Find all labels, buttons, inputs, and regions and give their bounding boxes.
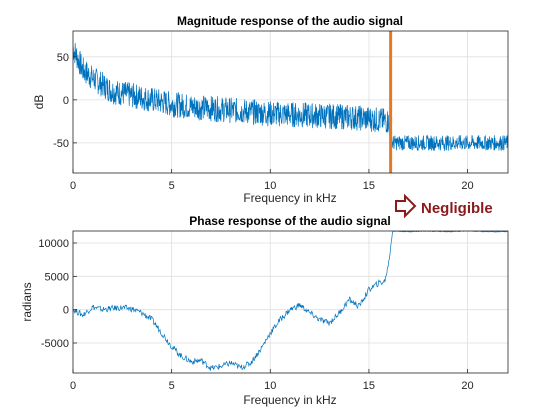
magnitude-x-label: Frequency in kHz: [243, 191, 336, 205]
y-tick-label: 0: [63, 95, 69, 107]
x-tick-label: 0: [70, 180, 76, 192]
x-tick-label: 15: [363, 180, 375, 192]
y-tick-label: 5000: [45, 271, 69, 283]
negligible-annotation: Negligible: [395, 193, 493, 219]
x-tick-label: 0: [70, 380, 76, 392]
x-tick-label: 5: [169, 180, 175, 192]
phase-x-label: Frequency in kHz: [243, 393, 336, 407]
y-tick-label: -50: [53, 138, 69, 150]
phase-plot-area: [73, 231, 508, 373]
phase-grid: [72, 231, 508, 373]
y-tick-label: 10000: [38, 238, 69, 250]
magnitude-axes-box: [72, 30, 509, 174]
x-tick-label: 20: [461, 380, 473, 392]
magnitude-series: [73, 43, 508, 152]
y-tick-label: -5000: [41, 338, 69, 350]
negligible-label: Negligible: [421, 200, 493, 217]
phase-y-label: radians: [20, 282, 34, 321]
magnitude-line: [73, 43, 508, 152]
x-tick-label: 5: [169, 380, 175, 392]
magnitude-y-ticks: -50 0 50: [53, 52, 77, 150]
x-tick-label: 10: [264, 380, 276, 392]
magnitude-x-ticks: 0 5 10 15 20: [70, 169, 474, 192]
phase-axes-box: [72, 230, 509, 374]
phase-title: Phase response of the audio signal: [189, 214, 390, 228]
x-tick-label: 20: [461, 180, 473, 192]
phase-y-ticks: -5000 0 5000 10000: [38, 238, 77, 350]
right-arrow-icon: [395, 193, 417, 219]
y-tick-label: 50: [57, 52, 69, 64]
phase-x-ticks: 0 5 10 15 20: [70, 369, 474, 392]
y-tick-label: 0: [63, 305, 69, 317]
magnitude-title: Magnitude response of the audio signal: [177, 14, 403, 28]
phase-panel: 0 5 10 15 20 -5000 0 5000 10000 Phase response …: [20, 214, 509, 407]
x-tick-label: 15: [363, 380, 375, 392]
x-tick-label: 10: [264, 180, 276, 192]
magnitude-plot-area: [73, 31, 508, 173]
magnitude-y-label: dB: [32, 95, 46, 110]
magnitude-panel: 0 5 10 15 20 -50 0 50 Magnitude response of th…: [32, 14, 509, 205]
